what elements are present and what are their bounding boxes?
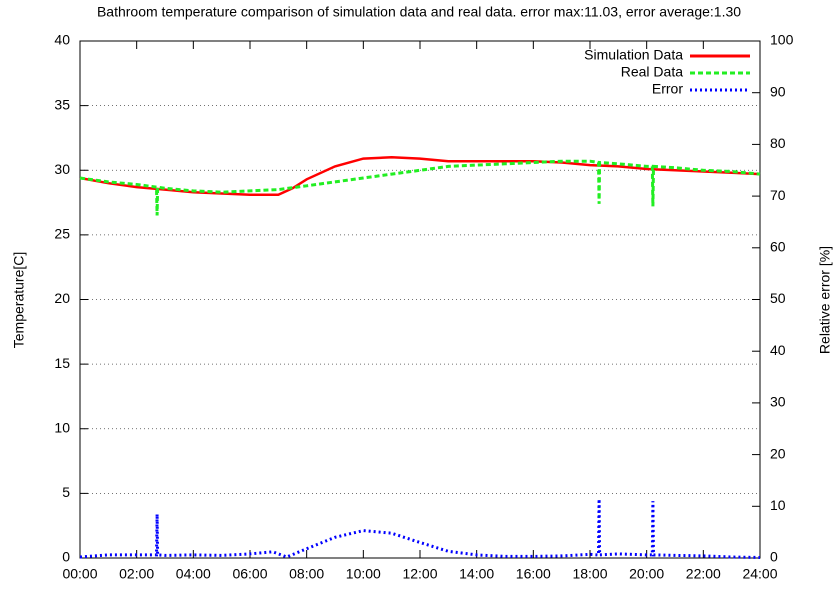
y-axis-label: Temperature[C] xyxy=(11,252,27,348)
x-tick-label: 16:00 xyxy=(516,566,551,582)
x-tick-label: 06:00 xyxy=(232,566,267,582)
series-line xyxy=(79,156,761,197)
y-tick-label: 25 xyxy=(54,226,70,242)
y2-tick-label: 100 xyxy=(770,32,794,48)
x-tick-label: 00:00 xyxy=(62,566,97,582)
y2-tick-label: 90 xyxy=(770,83,786,99)
y-tick-label: 20 xyxy=(54,290,70,306)
y2-tick-label: 60 xyxy=(770,239,786,255)
x-tick-label: 20:00 xyxy=(629,566,664,582)
y-tick-label: 40 xyxy=(54,32,70,48)
y-tick-label: 10 xyxy=(54,419,70,435)
x-tick-label: 14:00 xyxy=(459,566,494,582)
x-tick-label: 22:00 xyxy=(686,566,721,582)
y2-tick-label: 10 xyxy=(770,497,786,513)
legend-label: Simulation Data xyxy=(584,47,683,63)
x-tick-label: 02:00 xyxy=(119,566,154,582)
y2-tick-label: 80 xyxy=(770,135,786,151)
y2-tick-label: 70 xyxy=(770,187,786,203)
x-tick-label: 10:00 xyxy=(346,566,381,582)
y2-tick-label: 30 xyxy=(770,394,786,410)
x-tick-label: 24:00 xyxy=(742,566,777,582)
y2-axis-label: Relative error [%] xyxy=(817,246,833,354)
series-line xyxy=(79,499,761,559)
y-tick-label: 5 xyxy=(62,484,70,500)
chart-title: Bathroom temperature comparison of simul… xyxy=(97,4,741,20)
y2-tick-label: 20 xyxy=(770,445,786,461)
x-tick-label: 18:00 xyxy=(572,566,607,582)
y2-tick-label: 50 xyxy=(770,290,786,306)
x-tick-label: 08:00 xyxy=(289,566,324,582)
y-tick-label: 0 xyxy=(62,549,70,565)
y2-tick-label: 40 xyxy=(770,342,786,358)
series-line xyxy=(79,159,761,216)
legend-label: Error xyxy=(652,81,683,97)
x-tick-label: 12:00 xyxy=(402,566,437,582)
y-tick-label: 15 xyxy=(54,355,70,371)
legend-label: Real Data xyxy=(621,64,683,80)
x-tick-label: 04:00 xyxy=(176,566,211,582)
y2-tick-label: 0 xyxy=(770,549,778,565)
y-tick-label: 35 xyxy=(54,96,70,112)
y-tick-label: 30 xyxy=(54,161,70,177)
